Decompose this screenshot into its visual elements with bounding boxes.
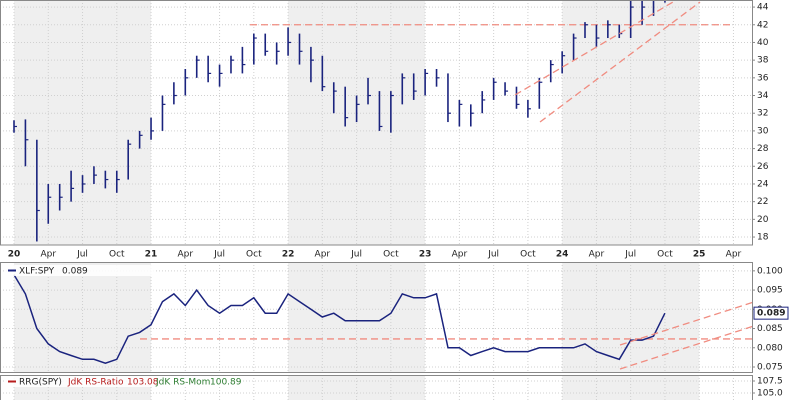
y-tick-label: 28: [757, 144, 769, 154]
y-tick-label: 34: [757, 91, 769, 101]
x-tick-label: Oct: [109, 250, 125, 260]
y-tick-label: 24: [757, 179, 769, 189]
y-tick-label: 0.085: [757, 324, 783, 334]
x-tick-label: 20: [8, 250, 21, 260]
y-tick-label: 105.0: [757, 388, 783, 398]
y-tick-label: 26: [757, 162, 769, 172]
y-tick-label: 20: [757, 215, 769, 225]
channel-line: [619, 325, 752, 370]
x-tick-label: Oct: [657, 250, 673, 260]
legend-bg: [6, 376, 236, 387]
y-tick-label: 36: [757, 73, 769, 83]
x-tick-label: Apr: [178, 250, 194, 260]
legend: XLF:SPY 0.089: [6, 265, 156, 277]
legend: RRG(SPY) JdK RS-Ratio 103.08 JdK RS-Mom …: [6, 376, 242, 388]
y-tick-label: 30: [757, 126, 769, 136]
y-tick-label: 38: [757, 56, 769, 66]
x-tick-label: Apr: [40, 250, 56, 260]
channel-line: [539, 1, 701, 123]
panel-frame: [0, 375, 753, 400]
y-tick-label: 18: [757, 233, 769, 243]
y-tick-label: 0.100: [757, 266, 783, 276]
x-tick-label: Oct: [383, 250, 399, 260]
ratio-line: [13, 274, 666, 364]
panel-title: RRG(SPY): [19, 378, 62, 388]
y-tick-label: 22: [757, 197, 768, 207]
x-tick-label: 25: [693, 250, 706, 260]
y-tick-label: 0.095: [757, 286, 783, 296]
y-tick-label: 107.5: [757, 376, 783, 386]
x-tick-label: Jul: [213, 250, 225, 260]
x-tick-label: Jul: [487, 250, 499, 260]
y-tick-label: 0.080: [757, 343, 783, 353]
x-tick-label: Oct: [520, 250, 536, 260]
y-tick-label: 32: [757, 109, 768, 119]
y-tick-label: 44: [757, 3, 769, 13]
x-tick-label: Jul: [76, 250, 88, 260]
legend-value: 100.89: [210, 378, 242, 388]
x-tick-label: Apr: [452, 250, 468, 260]
y-tick-label: 0.075: [757, 363, 783, 373]
legend-value: 0.089: [62, 267, 88, 277]
x-tick-label: 21: [145, 250, 158, 260]
x-tick-label: 23: [419, 250, 432, 260]
y-tick-label: 42: [757, 20, 768, 30]
x-tick-label: Apr: [726, 250, 742, 260]
y-tick-label: 40: [757, 38, 769, 48]
channel-line: [514, 0, 678, 96]
x-tick-label: Jul: [624, 250, 636, 260]
channel-line: [619, 301, 752, 346]
last-value-label: 0.089: [757, 309, 785, 319]
legend-label: JdK RS-Mom: [155, 378, 210, 388]
x-tick-label: Oct: [246, 250, 262, 260]
x-tick-label: 22: [282, 250, 295, 260]
legend-bg: [6, 265, 156, 276]
trend-channel: [619, 301, 752, 370]
background: [0, 0, 752, 400]
panel-frame: [0, 262, 753, 373]
legend-label: JdK RS-Ratio: [67, 378, 124, 388]
legend-label: XLF:SPY: [19, 267, 55, 277]
x-tick-label: Jul: [350, 250, 362, 260]
panel-frame: [0, 0, 753, 246]
trend-channel: [514, 0, 701, 123]
x-tick-label: Apr: [315, 250, 331, 260]
x-tick-label: Apr: [589, 250, 605, 260]
legend-value: 103.08: [127, 378, 159, 388]
plot-layer: 20 Apr Jul Oct 21 Apr Jul Oct 22 Apr Jul Oct 23 Apr Ju…: [8, 0, 789, 398]
x-tick-label: 24: [556, 250, 569, 260]
last-value-tag: [753, 306, 789, 320]
